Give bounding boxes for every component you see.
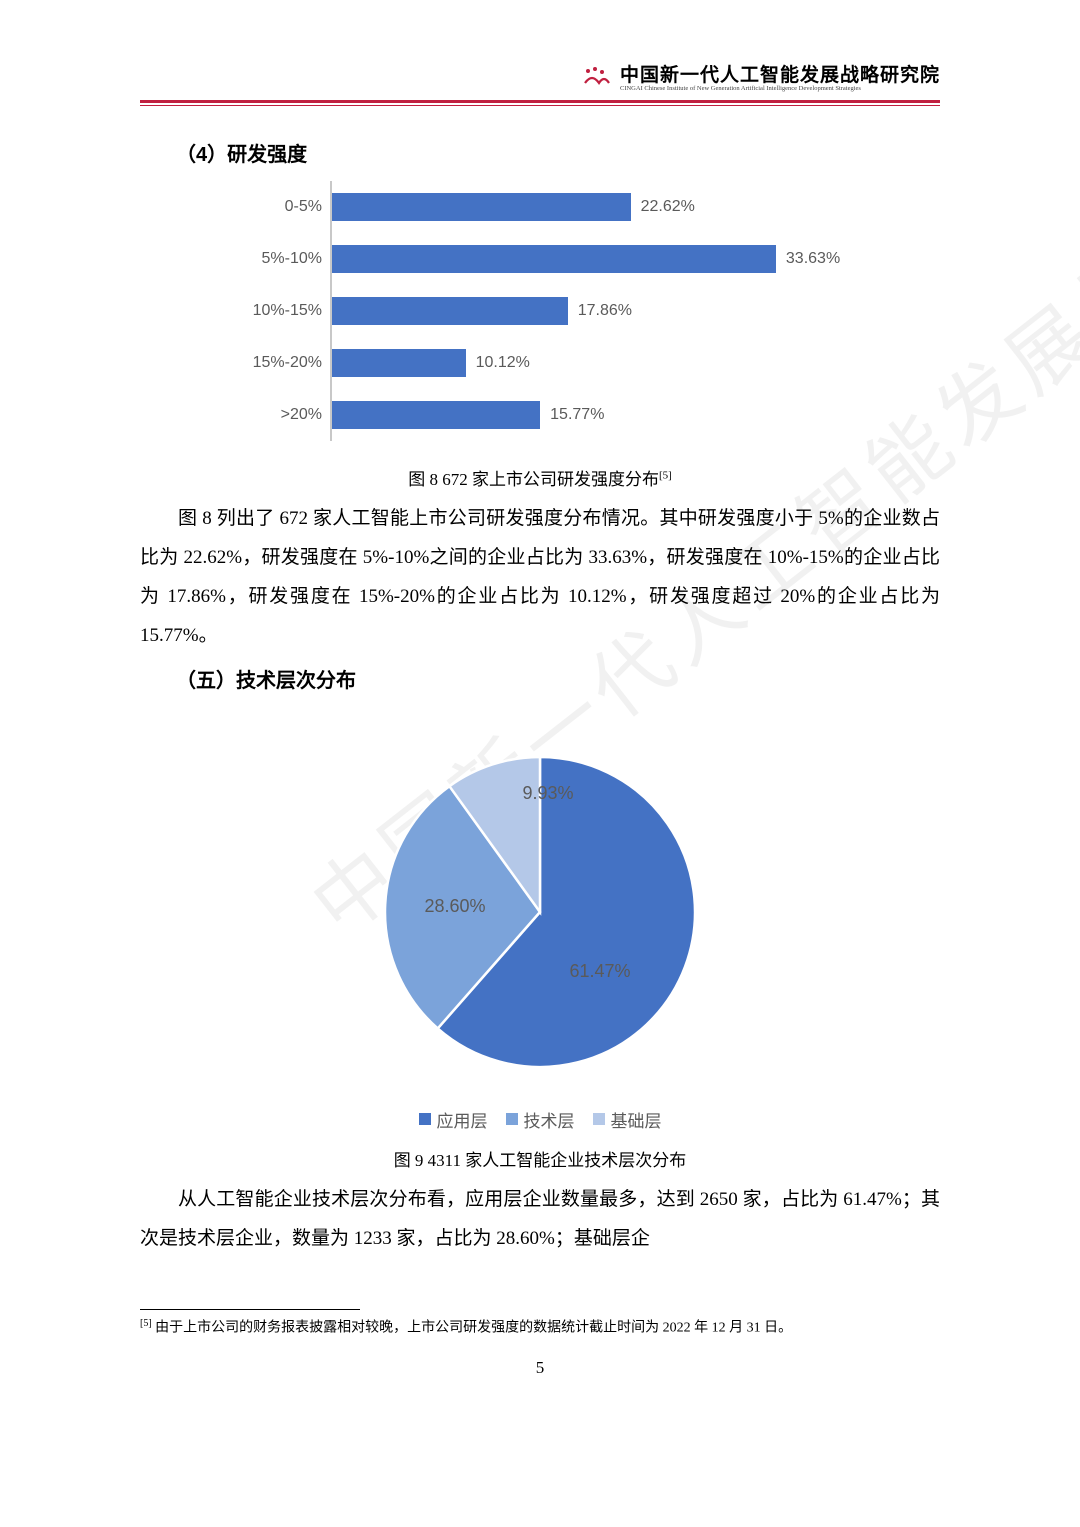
legend-swatch bbox=[593, 1113, 605, 1125]
fig8-sup: [5] bbox=[659, 469, 672, 481]
section-heading-4: （4）研发强度 bbox=[176, 138, 940, 167]
page-number: 5 bbox=[140, 1358, 940, 1378]
bar-value: 15.77% bbox=[550, 406, 604, 424]
legend-label: 基础层 bbox=[611, 1107, 662, 1132]
footnote-rule bbox=[140, 1309, 360, 1310]
org-subtitle: CINGAI Chinese Institute of New Generati… bbox=[620, 85, 861, 92]
legend-label: 应用层 bbox=[437, 1107, 488, 1132]
legend-item: 应用层 bbox=[419, 1107, 488, 1132]
bar-track: 22.62% bbox=[330, 181, 860, 233]
fig8-text: 图 8 672 家上市公司研发强度分布 bbox=[408, 470, 659, 489]
pie-chart-wrap: 61.47% 28.60% 9.93% 应用层 技术层 基础层 bbox=[300, 717, 780, 1132]
footnote-mark: [5] bbox=[140, 1318, 152, 1329]
bar-value: 17.86% bbox=[578, 302, 632, 320]
bar-track: 33.63% bbox=[330, 233, 860, 285]
bar-fill bbox=[332, 297, 568, 325]
header-rule bbox=[140, 100, 940, 106]
bar-label: 5%-10% bbox=[220, 250, 330, 268]
bar-fill bbox=[332, 245, 776, 273]
pie-legend: 应用层 技术层 基础层 bbox=[419, 1107, 662, 1132]
bar-label: 15%-20% bbox=[220, 354, 330, 372]
bar-track: 10.12% bbox=[330, 337, 860, 389]
paragraph-1: 图 8 列出了 672 家人工智能上市公司研发强度分布情况。其中研发强度小于 5… bbox=[140, 500, 940, 656]
pie-label: 9.93% bbox=[522, 783, 573, 803]
bar-fill bbox=[332, 193, 631, 221]
org-title: 中国新一代人工智能发展战略研究院 bbox=[620, 60, 940, 87]
section-heading-5: （五）技术层次分布 bbox=[176, 664, 940, 693]
page-header: 中国新一代人工智能发展战略研究院 CINGAI Chinese Institut… bbox=[140, 60, 940, 92]
bar-label: 10%-15% bbox=[220, 302, 330, 320]
logo-icon bbox=[582, 65, 612, 87]
bar-row: 5%-10% 33.63% bbox=[220, 233, 860, 285]
legend-item: 基础层 bbox=[593, 1107, 662, 1132]
bar-track: 17.86% bbox=[330, 285, 860, 337]
figure-9-caption: 图 9 4311 家人工智能企业技术层次分布 bbox=[140, 1146, 940, 1171]
bar-value: 22.62% bbox=[641, 198, 695, 216]
bar-chart: 0-5% 22.62% 5%-10% 33.63% 10%-15% 17.86% 15%-2… bbox=[220, 181, 860, 441]
bar-label: 0-5% bbox=[220, 198, 330, 216]
footnote-5: [5] 由于上市公司的财务报表披露相对较晚，上市公司研发强度的数据统计截止时间为… bbox=[140, 1316, 940, 1340]
bar-row: 0-5% 22.62% bbox=[220, 181, 860, 233]
bar-fill bbox=[332, 401, 540, 429]
bar-value: 10.12% bbox=[476, 354, 530, 372]
legend-label: 技术层 bbox=[524, 1107, 575, 1132]
legend-swatch bbox=[419, 1113, 431, 1125]
pie-label: 28.60% bbox=[424, 896, 485, 916]
bar-row: 15%-20% 10.12% bbox=[220, 337, 860, 389]
bar-row: 10%-15% 17.86% bbox=[220, 285, 860, 337]
pie-label: 61.47% bbox=[569, 961, 630, 981]
bar-track: 15.77% bbox=[330, 389, 860, 441]
figure-8-caption: 图 8 672 家上市公司研发强度分布[5] bbox=[140, 465, 940, 490]
bar-fill bbox=[332, 349, 466, 377]
footnote-text: 由于上市公司的财务报表披露相对较晚，上市公司研发强度的数据统计截止时间为 202… bbox=[152, 1320, 793, 1335]
legend-swatch bbox=[506, 1113, 518, 1125]
bar-value: 33.63% bbox=[786, 250, 840, 268]
bar-row: >20% 15.77% bbox=[220, 389, 860, 441]
paragraph-2: 从人工智能企业技术层次分布看，应用层企业数量最多，达到 2650 家，占比为 6… bbox=[140, 1181, 940, 1259]
bar-label: >20% bbox=[220, 406, 330, 424]
pie-chart: 61.47% 28.60% 9.93% bbox=[350, 717, 730, 1097]
legend-item: 技术层 bbox=[506, 1107, 575, 1132]
